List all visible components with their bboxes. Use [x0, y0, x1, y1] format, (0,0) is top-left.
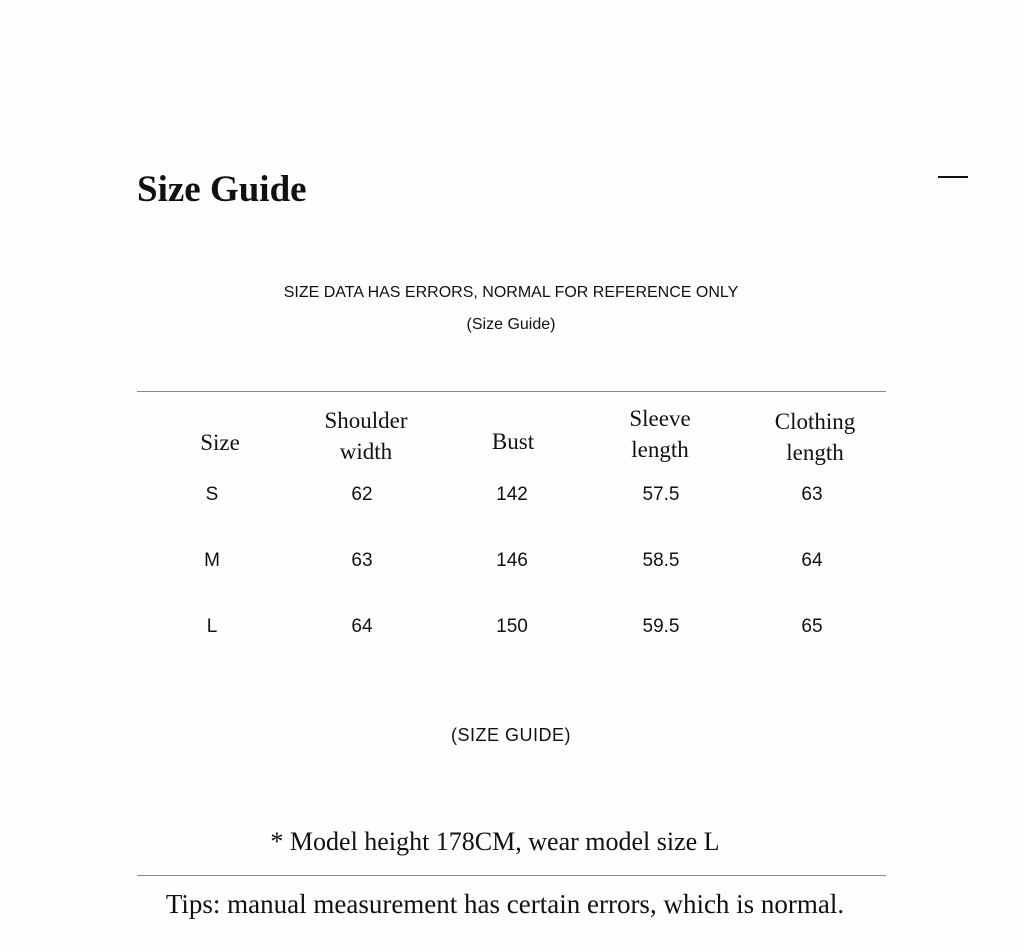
- table-cell: 64: [801, 550, 823, 571]
- header-text: Clothing: [774, 409, 856, 434]
- caption: (SIZE GUIDE): [450, 725, 572, 745]
- header-text: length: [786, 440, 844, 465]
- collapse-icon[interactable]: [938, 176, 968, 178]
- divider: [137, 875, 886, 876]
- table-cell: 58.5: [642, 550, 680, 571]
- subtitle: (Size Guide): [466, 316, 556, 333]
- header-text: Shoulder: [324, 408, 408, 433]
- table-cell: 63: [351, 550, 373, 571]
- table-cell: 146: [496, 550, 528, 571]
- divider: [137, 391, 886, 392]
- table-cell: 64: [351, 616, 373, 637]
- header-size: Size: [200, 427, 240, 458]
- header-text: Sleeve: [629, 406, 691, 431]
- table-cell: 62: [351, 484, 373, 505]
- table-cell: 150: [496, 616, 528, 637]
- model-note: * Model height 178CM, wear model size L: [270, 827, 720, 856]
- notice-text: SIZE DATA HAS ERRORS, NORMAL FOR REFEREN…: [283, 284, 739, 301]
- header-bust: Bust: [492, 426, 534, 457]
- table-cell: S: [205, 484, 219, 505]
- table-cell: 57.5: [642, 484, 680, 505]
- header-sleeve-length: Sleeve length: [629, 403, 690, 465]
- table-cell: 63: [801, 484, 823, 505]
- header-text: Bust: [491, 429, 535, 454]
- table-cell: L: [206, 616, 218, 637]
- table-cell: 142: [496, 484, 528, 505]
- header-clothing-length: Clothing length: [775, 406, 856, 468]
- table-cell: 65: [801, 616, 823, 637]
- header-shoulder-width: Shoulder width: [324, 405, 407, 467]
- table-cell: M: [204, 550, 220, 571]
- header-text: Size: [200, 430, 240, 455]
- tips-text: Tips: manual measurement has certain err…: [165, 889, 845, 919]
- header-text: width: [339, 439, 393, 464]
- page-title: Size Guide: [137, 169, 307, 210]
- table-cell: 59.5: [642, 616, 680, 637]
- header-text: length: [631, 437, 689, 462]
